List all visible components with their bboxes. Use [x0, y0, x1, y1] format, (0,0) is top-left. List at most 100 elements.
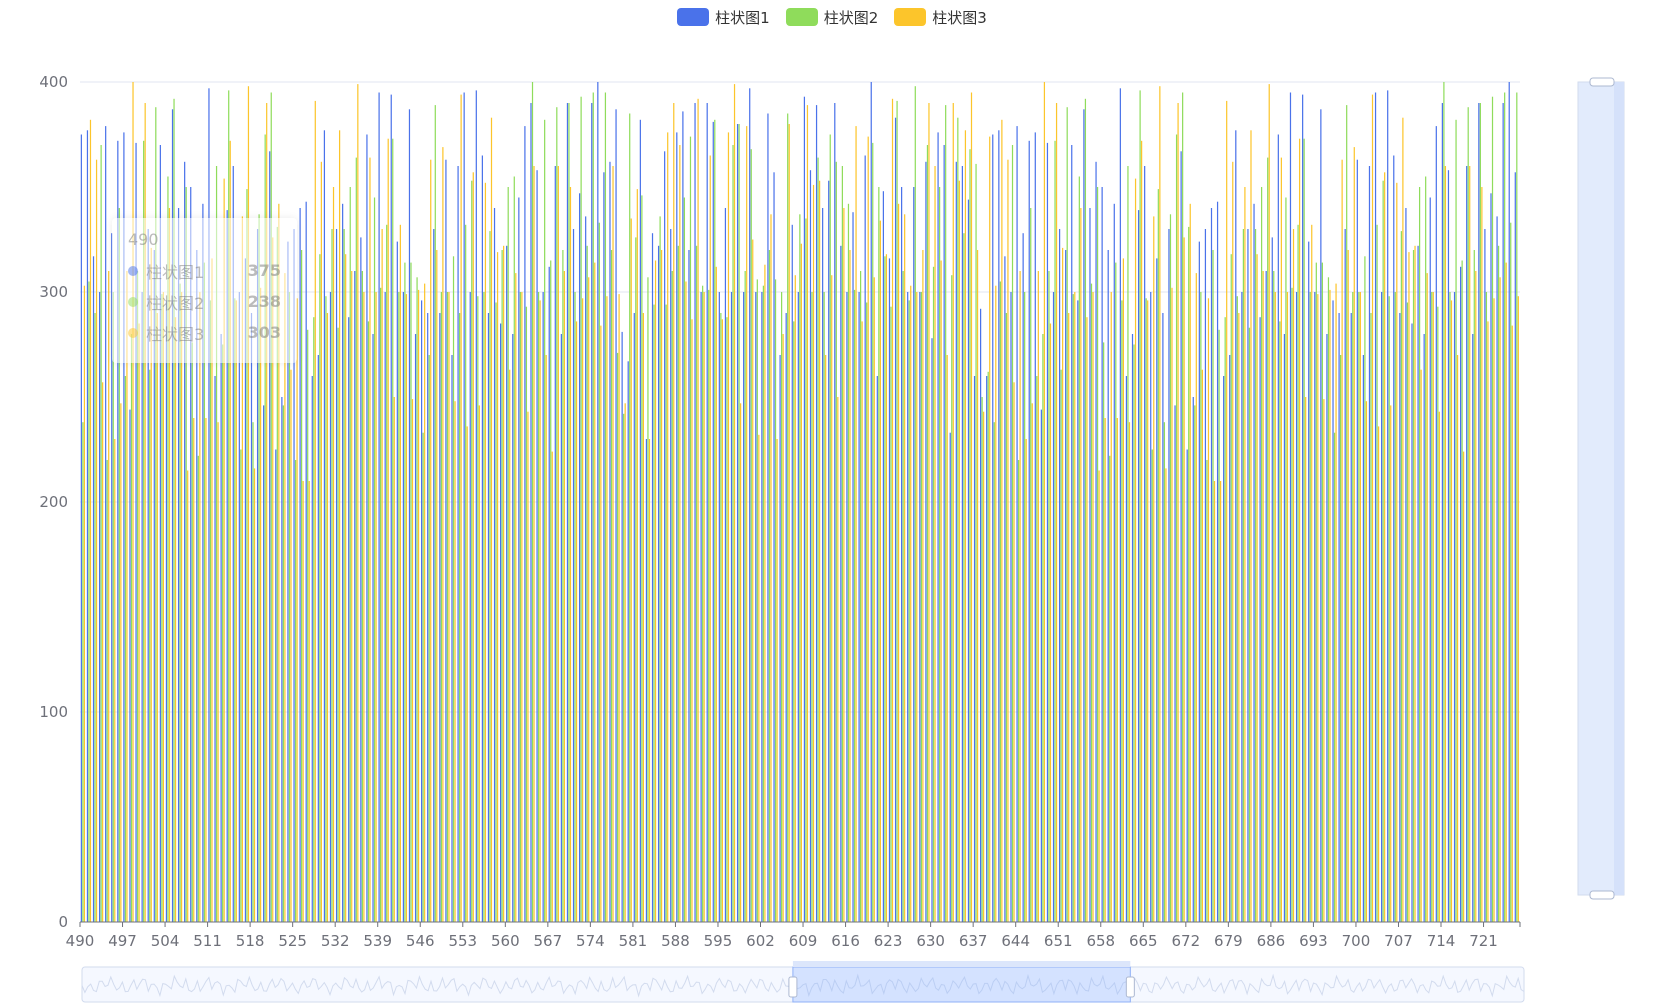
- bar-s1-x505[interactable]: [171, 109, 174, 923]
- bar-s3-x520[interactable]: [266, 103, 268, 922]
- bar-s1-x632[interactable]: [943, 145, 945, 922]
- bar-s2-x711[interactable]: [1425, 176, 1427, 923]
- bar-s1-x674[interactable]: [1198, 241, 1200, 923]
- bar-s3-x599[interactable]: [746, 126, 748, 923]
- bar-s2-x671[interactable]: [1182, 92, 1184, 923]
- bar-s1-x637[interactable]: [973, 376, 976, 922]
- bar-s3-x542[interactable]: [399, 224, 401, 923]
- bar-s2-x614[interactable]: [835, 161, 837, 923]
- bar-s3-x704[interactable]: [1384, 172, 1386, 923]
- bar-s3-x614[interactable]: [837, 397, 839, 922]
- bar-s2-x634[interactable]: [957, 117, 959, 922]
- bar-s3-x692[interactable]: [1311, 224, 1313, 923]
- bar-s3-x586[interactable]: [667, 132, 669, 922]
- bar-s1-x545[interactable]: [414, 334, 417, 922]
- bar-s1-x617[interactable]: [852, 212, 854, 922]
- bar-s3-x668[interactable]: [1165, 468, 1167, 922]
- bar-s2-x581[interactable]: [635, 237, 637, 922]
- bar-s2-x673[interactable]: [1194, 405, 1196, 922]
- bar-s1-x666[interactable]: [1150, 292, 1152, 922]
- bar-s1-x718[interactable]: [1466, 166, 1468, 922]
- bar-s1-x654[interactable]: [1077, 300, 1079, 922]
- bar-s2-x619[interactable]: [866, 302, 868, 923]
- bar-s3-x547[interactable]: [430, 159, 432, 922]
- bar-s3-x575[interactable]: [600, 325, 602, 923]
- bar-s2-x636[interactable]: [969, 149, 971, 922]
- bar-s1-x590[interactable]: [688, 250, 690, 922]
- bar-s1-x588[interactable]: [676, 132, 678, 922]
- bar-s1-x619[interactable]: [864, 155, 866, 923]
- bar-s2-x540[interactable]: [386, 224, 388, 923]
- bar-s2-x640[interactable]: [993, 422, 995, 922]
- bar-s3-x557[interactable]: [490, 117, 493, 922]
- bar-s2-x704[interactable]: [1382, 180, 1384, 922]
- bar-s2-x502[interactable]: [155, 107, 157, 922]
- bar-s1-x543[interactable]: [402, 292, 404, 922]
- bar-s2-x697[interactable]: [1340, 355, 1342, 922]
- bar-s3-x496[interactable]: [120, 403, 122, 922]
- bar-s3-x717[interactable]: [1463, 451, 1465, 922]
- bar-s2-x600[interactable]: [750, 149, 752, 922]
- bar-s2-x557[interactable]: [489, 231, 491, 923]
- bar-s1-x650[interactable]: [1052, 292, 1055, 922]
- bar-s3-x569[interactable]: [563, 271, 566, 922]
- bar-s2-x512[interactable]: [215, 166, 218, 922]
- bar-s3-x528[interactable]: [314, 100, 316, 922]
- bar-s2-x627[interactable]: [914, 86, 916, 922]
- bar-s3-x660[interactable]: [1116, 418, 1118, 922]
- bar-s1-x585[interactable]: [657, 245, 660, 923]
- bar-s2-x500[interactable]: [143, 140, 145, 923]
- bar-s2-x524[interactable]: [288, 292, 291, 922]
- bar-s1-x702[interactable]: [1368, 166, 1371, 922]
- bar-s2-x649[interactable]: [1048, 271, 1050, 922]
- bar-s1-x492[interactable]: [92, 256, 95, 922]
- bar-s3-x495[interactable]: [114, 439, 116, 922]
- bar-s3-x609[interactable]: [806, 105, 809, 923]
- bar-s3-x658[interactable]: [1104, 418, 1106, 922]
- bar-s2-x506[interactable]: [179, 283, 181, 923]
- bar-s1-x705[interactable]: [1387, 90, 1389, 922]
- bar-s1-x504[interactable]: [165, 300, 168, 922]
- bar-s1-x644[interactable]: [1016, 126, 1018, 923]
- bar-s1-x571[interactable]: [572, 229, 575, 922]
- bar-s3-x699[interactable]: [1353, 147, 1355, 923]
- bar-s1-x500[interactable]: [141, 292, 143, 922]
- bar-s1-x560[interactable]: [506, 245, 508, 923]
- bar-s1-x532[interactable]: [335, 229, 338, 922]
- bar-s2-x516[interactable]: [240, 449, 242, 923]
- bar-s1-x520[interactable]: [263, 405, 265, 922]
- bar-s1-x669[interactable]: [1168, 229, 1170, 922]
- bar-s1-x658[interactable]: [1101, 187, 1103, 922]
- bar-s1-x695[interactable]: [1326, 334, 1328, 922]
- bar-s1-x535[interactable]: [354, 271, 356, 922]
- bar-s3-x507[interactable]: [187, 470, 189, 923]
- bar-s3-x684[interactable]: [1262, 271, 1264, 922]
- bar-s1-x709[interactable]: [1411, 323, 1413, 923]
- bar-s2-x589[interactable]: [683, 197, 686, 923]
- bar-s3-x703[interactable]: [1377, 426, 1380, 922]
- bar-s3-x721[interactable]: [1487, 321, 1489, 922]
- bar-s2-x597[interactable]: [732, 145, 734, 922]
- bar-s1-x501[interactable]: [147, 229, 149, 922]
- bar-s1-x614[interactable]: [834, 103, 836, 922]
- bar-s3-x604[interactable]: [776, 439, 778, 922]
- bar-s3-x623[interactable]: [891, 98, 894, 923]
- bar-s3-x723[interactable]: [1499, 277, 1501, 922]
- bar-s1-x616[interactable]: [846, 292, 848, 922]
- bar-s3-x716[interactable]: [1456, 355, 1459, 922]
- bar-s3-x525[interactable]: [296, 298, 298, 922]
- bar-s3-x597[interactable]: [733, 84, 736, 923]
- bar-s2-x656[interactable]: [1090, 283, 1093, 923]
- bar-s1-x689[interactable]: [1289, 92, 1292, 923]
- bar-s3-x506[interactable]: [181, 292, 183, 922]
- bar-s2-x718[interactable]: [1467, 107, 1469, 922]
- bar-s3-x718[interactable]: [1469, 166, 1471, 922]
- bar-s3-x548[interactable]: [436, 250, 438, 922]
- bar-s3-x663[interactable]: [1134, 178, 1137, 923]
- bar-s1-x591[interactable]: [694, 103, 696, 922]
- bar-s2-x556[interactable]: [483, 292, 485, 922]
- bar-s2-x628[interactable]: [920, 292, 922, 922]
- bar-s3-x581[interactable]: [636, 189, 638, 923]
- bar-s2-x546[interactable]: [422, 432, 424, 922]
- bar-s3-x497[interactable]: [126, 271, 128, 922]
